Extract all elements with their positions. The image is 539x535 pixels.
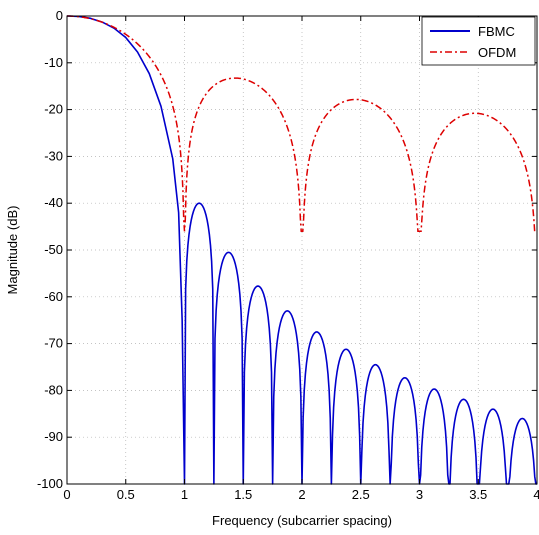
legend-label-fbmc: FBMC (478, 24, 515, 39)
y-tick-label: -40 (44, 195, 63, 210)
y-tick-label: -60 (44, 289, 63, 304)
y-tick-label: -70 (44, 336, 63, 351)
x-tick-label: 0 (63, 487, 70, 502)
y-tick-label: -50 (44, 242, 63, 257)
x-tick-labels: 0 0.5 1 1.5 2 2.5 3 3.5 4 (63, 487, 539, 502)
x-tick-label: 2.5 (352, 487, 370, 502)
y-tick-label: -90 (44, 429, 63, 444)
x-tick-label: 3 (416, 487, 423, 502)
legend: FBMC OFDM (421, 16, 536, 66)
legend-label-ofdm: OFDM (478, 45, 516, 60)
x-tick-label: 1.5 (234, 487, 252, 502)
x-tick-label: 2 (298, 487, 305, 502)
y-axis-label: Magnitude (dB) (5, 206, 20, 295)
series-fbmc-line (66, 15, 537, 485)
series-layer (66, 15, 537, 485)
x-tick-label: 4 (533, 487, 539, 502)
y-tick-labels: 0 -10 -20 -30 -40 -50 -60 -70 -80 -90 -100 (37, 8, 63, 491)
y-tick-label: 0 (56, 8, 63, 23)
y-tick-label: -80 (44, 382, 63, 397)
legend-box (421, 16, 536, 66)
plot-background (67, 16, 537, 484)
y-tick-label: -30 (44, 148, 63, 163)
x-axis-label: Frequency (subcarrier spacing) (212, 513, 392, 528)
x-tick-label: 3.5 (469, 487, 487, 502)
series-ofdm-line (67, 15, 537, 233)
y-tick-label: -20 (44, 102, 63, 117)
plot-area (66, 15, 538, 485)
x-tick-label: 1 (181, 487, 188, 502)
y-tick-label: -100 (37, 476, 63, 491)
y-tick-label: -10 (44, 55, 63, 70)
x-tick-label: 0.5 (117, 487, 135, 502)
